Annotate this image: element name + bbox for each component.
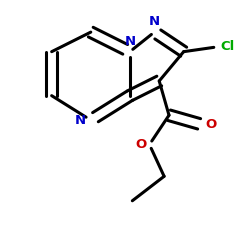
Text: Cl: Cl (220, 40, 234, 53)
Text: N: N (124, 35, 136, 48)
Text: N: N (149, 16, 160, 28)
Text: O: O (136, 138, 147, 151)
Text: O: O (206, 118, 217, 132)
Text: N: N (75, 114, 86, 126)
